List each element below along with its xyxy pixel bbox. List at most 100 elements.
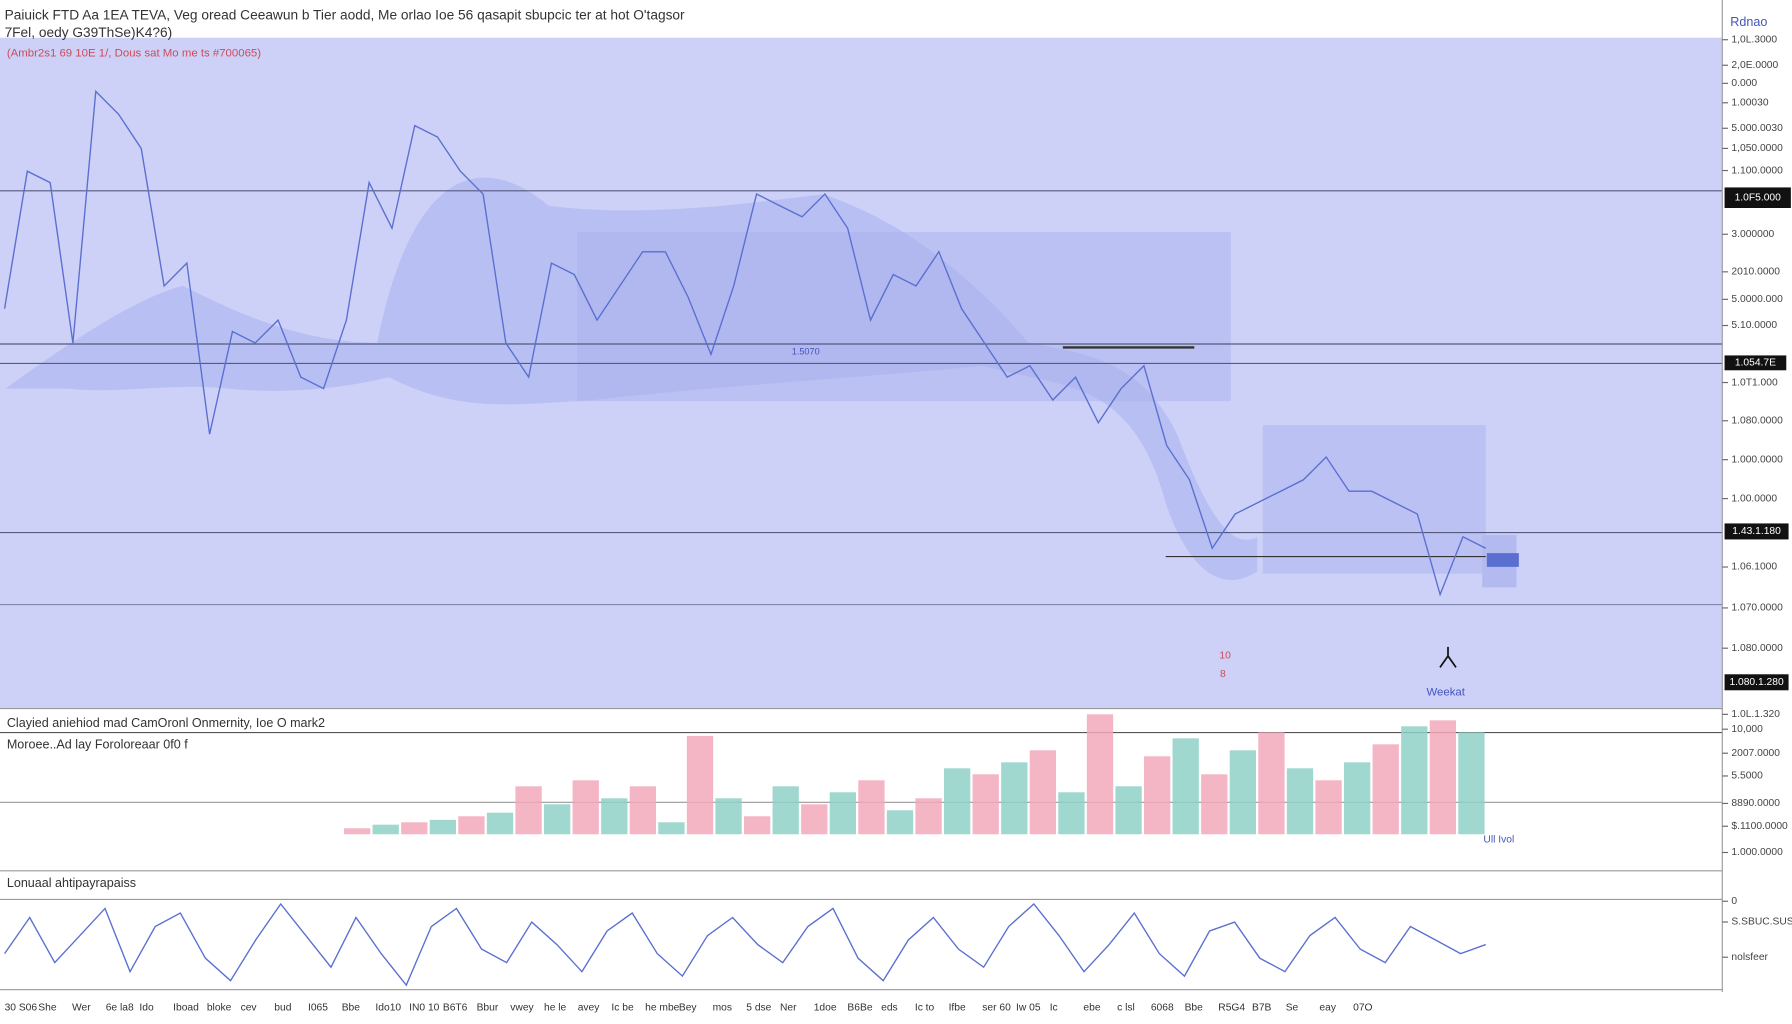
y-tick-label: 1.00.0000 [1731,493,1777,504]
volume-bar [458,816,485,835]
price-badge [1724,187,1791,208]
volume-bar [1086,714,1114,835]
y-tick-label: 5.10.0000 [1731,320,1777,331]
panel-note: Ull Ivol [1483,835,1514,846]
x-tick-label: I065 [308,1003,328,1014]
volume-bar [1029,750,1056,835]
x-tick-label: he mbe [645,1003,680,1014]
y-tick-label: 1,0L.3000 [1731,34,1777,45]
panel-subtitle: Moroee..Ad lay Foroloreaar 0f0 f [7,737,188,751]
x-tick-label: Ic [1050,1003,1058,1014]
y-tick-label: 1.0T1.000 [1731,377,1778,388]
volume-bar [1058,792,1085,835]
volume-bar [1115,786,1142,835]
volume-bar [1229,750,1256,835]
x-tick-label: B6T6 [443,1003,468,1014]
price-line [3,89,1487,597]
y-tick-label: 1.080.0000 [1731,643,1783,654]
volume-bar [344,828,371,835]
volume-bar [1001,762,1028,835]
x-tick-label: Ido10 [375,1003,401,1014]
price-badge [1724,674,1789,691]
x-tick-label: 30 S06 [5,1003,38,1014]
x-tick-label: IN0 10 [409,1003,440,1014]
annotation: Weekat [1426,687,1465,699]
volume-bar [944,768,971,835]
axis-title: Rdnao [1730,15,1767,29]
x-tick-label: Bbe [1185,1003,1204,1014]
y-tick-label: 0 [1731,896,1737,907]
highlight-box [1486,553,1519,567]
marker-icon [1439,646,1457,668]
x-tick-label: Ido [139,1003,154,1014]
chart-subtitle: 7Fel, oedy G39ThSe)K4?6) [5,25,173,40]
x-tick-label: bloke [207,1003,232,1014]
y-tick-label: 1.000.0000 [1731,454,1783,465]
y-tick-label: 5.5000 [1731,771,1763,782]
volume-bar [715,798,742,835]
volume-bar [858,780,885,835]
volume-bar [829,792,856,835]
y-tick-label: 1.0L.1.320 [1731,709,1780,720]
volume-bar [486,812,514,835]
annotation: 8 [1220,669,1226,680]
volume-bar [544,804,571,835]
y-tick-label: 1.100.0000 [1731,165,1783,176]
volume-bar [1144,756,1171,835]
panel-title: Lonuaal ahtipayrapaiss [7,876,136,890]
x-tick-label: Ner [780,1003,797,1014]
volume-bar [401,822,428,835]
volume-bar [972,774,999,835]
x-tick-label: cev [241,1003,258,1014]
x-tick-label: 6e la8 [106,1003,134,1014]
volume-bar [658,822,685,835]
x-tick-label: She [38,1003,57,1014]
x-tick-label: eds [881,1003,898,1014]
y-tick-label: 2007.0000 [1731,748,1780,759]
x-tick-label: Bbur [477,1003,499,1014]
y-tick-label: 0.000 [1731,78,1757,89]
y-tick-label: 1.070.0000 [1731,603,1783,614]
x-tick-label: Bey [679,1003,698,1014]
volume-bar [915,798,942,835]
x-tick-label: ebe [1083,1003,1100,1014]
x-tick-label: Bbe [342,1003,361,1014]
volume-bar [1315,780,1342,835]
x-tick-label: Se [1286,1003,1299,1014]
annotation: 10 [1219,651,1231,662]
x-tick-label: 6068 [1151,1003,1174,1014]
volume-bar [429,819,456,835]
x-tick-label: vwey [510,1003,534,1014]
volume-bar [629,786,656,835]
panel-title: Clayied aniehiod mad CamOronl Onmernity,… [7,716,325,730]
volume-bar [1372,744,1399,835]
x-tick-label: Wer [72,1003,91,1014]
annotation: 1.5070 [792,346,820,356]
x-tick-label: Ifbe [949,1003,966,1014]
x-tick-label: B6Be [847,1003,872,1014]
y-tick-label: 10,000 [1731,724,1763,735]
range-box [1262,425,1486,574]
volume-bar [1172,738,1199,835]
price-badge-label: 1.43.1.180 [1732,526,1781,537]
volume-bar [601,798,628,835]
y-tick-label: 3.000000 [1731,229,1774,240]
y-tick-label: 2010.0000 [1731,267,1780,278]
volume-bar [1429,720,1456,835]
volume-bar [1344,762,1371,835]
volume-bar [686,735,714,835]
x-tick-label: c lsl [1117,1003,1135,1014]
y-tick-label: 1.000.0000 [1731,847,1783,858]
x-tick-label: Ic to [915,1003,935,1014]
x-tick-label: mos [713,1003,732,1014]
y-tick-label: S.SBUC.SUS [1731,917,1792,928]
chart-title: Paiuick FTD Aa 1EA TEVA, Veg oread Ceeaw… [5,8,685,23]
x-tick-label: ser 60 [982,1003,1011,1014]
price-badge-label: 1.054.7E [1735,358,1776,369]
price-badge [1724,523,1789,540]
volume-bar [801,804,828,835]
price-badge [1724,355,1787,371]
y-tick-label: 2,0E.0000 [1731,60,1778,71]
y-tick-label: 5.000.0030 [1731,123,1783,134]
